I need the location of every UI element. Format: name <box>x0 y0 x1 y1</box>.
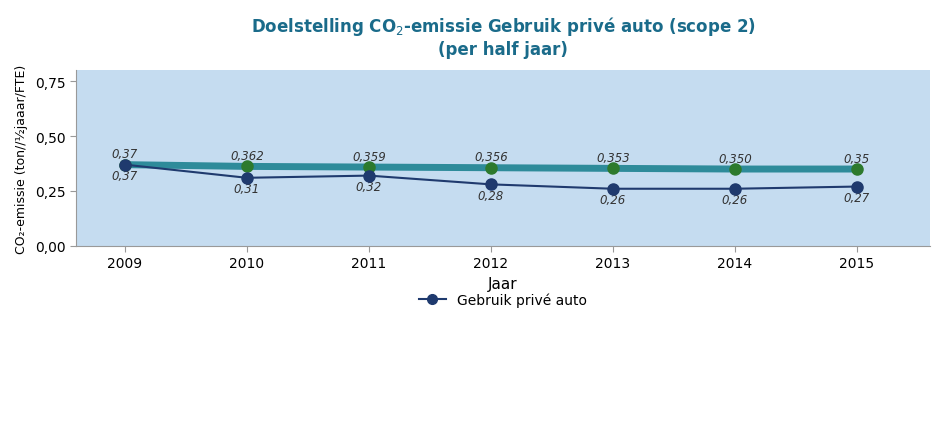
Text: 0,31: 0,31 <box>233 183 260 196</box>
Text: 0,353: 0,353 <box>596 152 629 164</box>
Y-axis label: CO₂-emissie (ton//½jaaar/FTE): CO₂-emissie (ton//½jaaar/FTE) <box>15 64 28 253</box>
Text: 0,356: 0,356 <box>474 151 507 164</box>
X-axis label: Jaar: Jaar <box>488 276 517 291</box>
Title: Doelstelling CO$_2$-emissie Gebruik privé auto (scope 2)
(per half jaar): Doelstelling CO$_2$-emissie Gebruik priv… <box>250 15 754 59</box>
Text: 0,26: 0,26 <box>599 194 625 207</box>
Text: 0,359: 0,359 <box>351 150 385 163</box>
Text: 0,37: 0,37 <box>111 148 138 161</box>
Text: 0,32: 0,32 <box>355 181 381 193</box>
Text: 0,37: 0,37 <box>111 170 138 183</box>
Text: 0,26: 0,26 <box>721 194 747 207</box>
Text: 0,35: 0,35 <box>843 152 869 165</box>
Text: 0,27: 0,27 <box>843 191 869 204</box>
Text: 0,350: 0,350 <box>717 152 750 165</box>
Text: 0,362: 0,362 <box>229 150 263 163</box>
Legend: Gebruik privé auto: Gebruik privé auto <box>413 287 593 313</box>
Text: 0,28: 0,28 <box>477 189 503 202</box>
